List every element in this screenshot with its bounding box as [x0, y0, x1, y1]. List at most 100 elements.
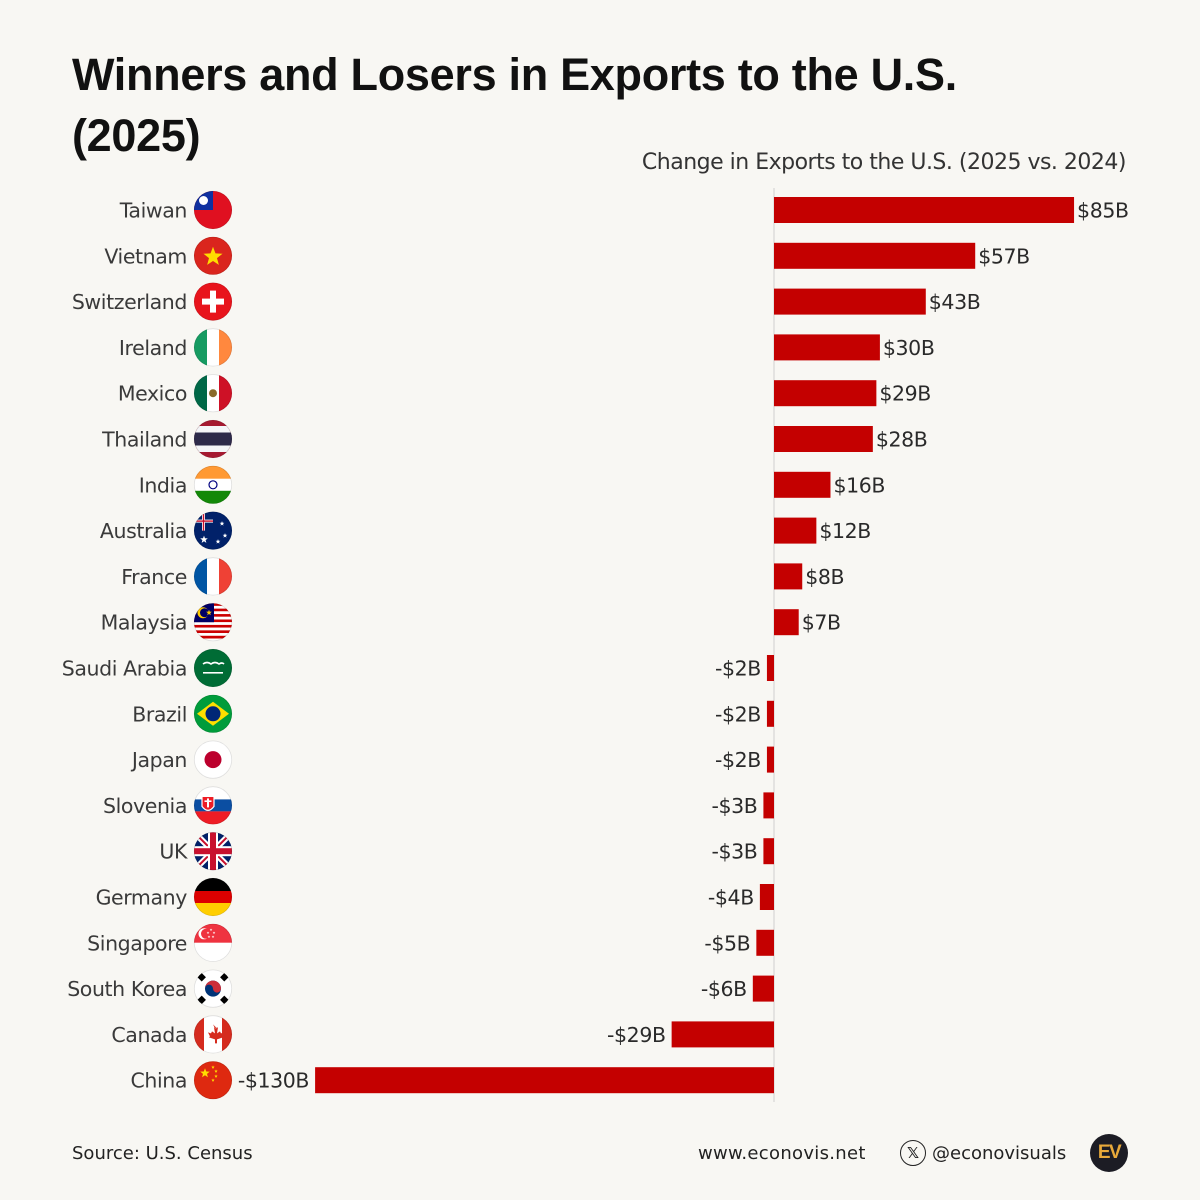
flag-outline	[193, 786, 233, 825]
value-label: $8B	[805, 565, 844, 589]
value-label: $12B	[819, 519, 871, 543]
bar	[766, 700, 774, 727]
bar	[774, 288, 926, 315]
category-label: Switzerland	[72, 290, 187, 314]
flag-outline	[193, 190, 233, 230]
value-label: $85B	[1077, 199, 1129, 223]
flag-south-korea-icon	[194, 969, 232, 1008]
flag-mexico-icon	[194, 374, 232, 413]
value-label: -$6B	[701, 977, 747, 1001]
flag-brazil-icon	[194, 694, 232, 733]
bar	[774, 517, 817, 544]
value-label: -$2B	[715, 657, 761, 681]
flag-outline	[193, 465, 233, 504]
value-label: -$3B	[711, 794, 757, 818]
flag-switzerland-icon	[194, 282, 232, 321]
flag-outline	[193, 328, 233, 367]
flag-china-icon	[194, 1061, 232, 1100]
flag-france-icon	[194, 557, 232, 596]
bar	[315, 1067, 774, 1094]
bar	[774, 471, 831, 498]
bar	[774, 426, 873, 452]
value-label: $43B	[929, 290, 981, 314]
category-label: Malaysia	[101, 611, 187, 635]
category-label: Vietnam	[104, 244, 187, 268]
category-label: Taiwan	[119, 199, 187, 223]
value-label: $28B	[876, 428, 928, 452]
flag-outline	[193, 282, 233, 321]
flag-outline	[193, 236, 233, 275]
flag-outline	[193, 648, 233, 688]
econovis-logo: EV	[1090, 1134, 1128, 1172]
value-label: $30B	[883, 336, 935, 360]
bar	[774, 242, 976, 269]
category-label: India	[139, 473, 187, 497]
flag-outline	[193, 557, 233, 596]
social-handle[interactable]: 𝕏 @econovisuals	[900, 1140, 1066, 1166]
value-label: $29B	[879, 382, 931, 406]
flag-outline	[193, 1061, 233, 1100]
source-note: Source: U.S. Census	[72, 1143, 253, 1164]
value-label: -$4B	[708, 886, 754, 910]
bar	[763, 838, 774, 865]
category-label: Brazil	[132, 702, 187, 726]
bar	[766, 655, 774, 681]
value-label: -$2B	[715, 748, 761, 772]
flag-outline	[193, 877, 233, 917]
website-link[interactable]: www.econovis.net	[698, 1143, 866, 1164]
flag-outline	[193, 832, 233, 871]
value-label: -$130B	[238, 1069, 309, 1093]
bar	[752, 975, 774, 1002]
value-label: $7B	[802, 611, 841, 635]
flag-saudi-arabia-icon	[194, 649, 232, 687]
flag-ireland-icon	[194, 328, 232, 367]
flag-outline	[193, 969, 233, 1008]
bar	[671, 1021, 774, 1048]
bar	[763, 792, 774, 819]
bar	[774, 197, 1075, 223]
bar	[774, 380, 877, 407]
category-label: France	[121, 565, 187, 589]
flag-outline	[193, 740, 233, 779]
category-label: Slovenia	[103, 794, 187, 818]
value-label: $16B	[833, 473, 885, 497]
category-label: Saudi Arabia	[62, 657, 187, 681]
flag-outline	[193, 923, 233, 962]
value-label: -$29B	[607, 1023, 666, 1047]
flag-outline	[193, 374, 233, 413]
category-label: Ireland	[119, 336, 187, 360]
bar	[756, 929, 774, 956]
category-label: Mexico	[118, 382, 187, 406]
chart-title: Winners and Losers in Exports to the U.S…	[72, 44, 1072, 166]
title-line-2: (2025)	[72, 110, 201, 161]
bar	[774, 563, 803, 590]
category-label: UK	[159, 840, 188, 864]
category-label: Singapore	[87, 931, 187, 955]
category-label: Australia	[100, 519, 187, 543]
category-label: South Korea	[67, 977, 187, 1001]
bar	[774, 609, 799, 636]
bar	[759, 884, 774, 910]
category-label: Thailand	[101, 428, 187, 452]
flag-outline	[193, 511, 233, 550]
x-logo-icon: 𝕏	[900, 1140, 926, 1166]
flag-uk-icon	[194, 832, 232, 871]
category-label: China	[130, 1069, 187, 1093]
flag-japan-icon	[194, 740, 232, 779]
value-label: $57B	[978, 244, 1030, 268]
category-label: Canada	[111, 1023, 187, 1047]
category-label: Germany	[96, 886, 188, 910]
flag-outline	[193, 694, 233, 733]
flag-outline	[193, 1015, 233, 1054]
bar	[774, 334, 880, 361]
axis-title: Change in Exports to the U.S. (2025 vs. …	[641, 150, 1127, 175]
flag-outline	[193, 419, 233, 459]
value-label: -$2B	[715, 702, 761, 726]
flag-slovakia-icon	[194, 786, 232, 825]
flag-vietnam-icon	[194, 236, 232, 275]
title-line-1: Winners and Losers in Exports to the U.S…	[72, 49, 957, 100]
flag-singapore-icon	[194, 923, 232, 962]
bar	[766, 746, 774, 773]
value-label: -$3B	[711, 840, 757, 864]
